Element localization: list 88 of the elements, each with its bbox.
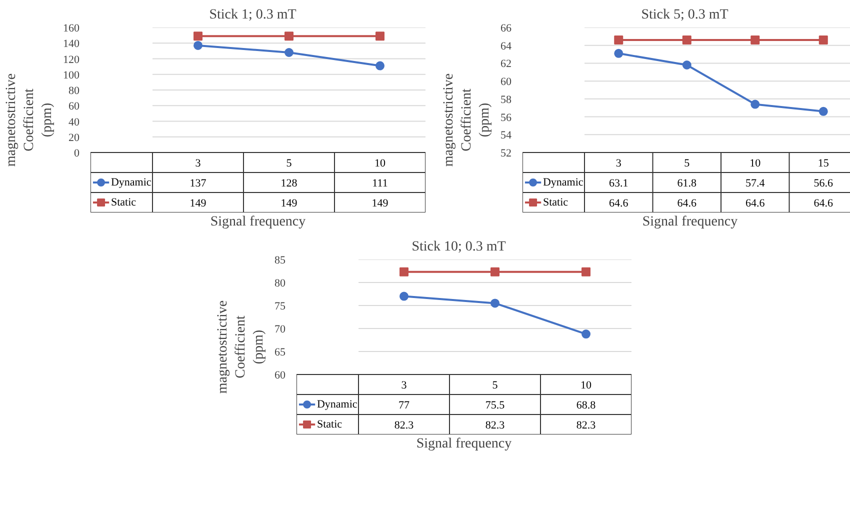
y-tick-label: 60 (274, 370, 286, 382)
y-tick-label: 160 (63, 22, 80, 34)
point (750, 36, 760, 44)
y-tick-label: 65 (274, 346, 286, 358)
data-label: 149 (372, 198, 389, 210)
y-tick-label: 120 (63, 54, 80, 66)
legend-label: Dynamic (316, 398, 358, 410)
point (194, 32, 202, 41)
data-label: 63.1 (609, 178, 628, 190)
point (284, 48, 294, 57)
y-tick-label: 66 (500, 22, 512, 34)
y-tick-label: 56 (500, 112, 512, 124)
data-label: 57.4 (746, 178, 766, 190)
x-tick-label: 5 (286, 158, 292, 170)
data-label: 149 (190, 198, 207, 210)
point (400, 292, 408, 301)
point (582, 267, 590, 276)
chart-title: Stick 10; 0.3 mT (412, 240, 506, 254)
data-label: 64.6 (677, 198, 697, 210)
point (582, 330, 590, 339)
y-tick-label: 80 (274, 278, 286, 290)
point (490, 298, 500, 308)
y-tick-label: 140 (63, 38, 80, 50)
point (284, 32, 294, 41)
x-tick-label: 5 (684, 158, 690, 170)
x-tick-label: 5 (492, 380, 498, 392)
data-label: 82.3 (576, 420, 596, 432)
data-label: 77 (398, 400, 410, 412)
data-label: 56.6 (814, 178, 834, 190)
legend-label: Dynamic (110, 176, 152, 188)
y-tick-label: 0 (74, 148, 80, 160)
y-tick-label: 40 (68, 116, 80, 128)
legend-label: Static (110, 196, 136, 208)
y-tick-label: 80 (68, 85, 80, 97)
legend-label: Static (542, 196, 568, 208)
point (376, 32, 384, 41)
point (682, 60, 692, 70)
x-axis-title: Signal frequency (642, 214, 738, 230)
y-tick-label: 75 (274, 300, 286, 312)
point (614, 36, 624, 44)
x-tick-label: 3 (616, 158, 622, 170)
x-tick-label: 10 (580, 380, 592, 392)
point (194, 40, 202, 50)
y-tick-label: 64 (500, 40, 512, 52)
y-tick-label: 85 (274, 254, 286, 266)
x-axis-title: Signal frequency (210, 214, 306, 230)
point (400, 267, 408, 276)
data-label: 64.6 (746, 198, 766, 210)
data-label: 137 (190, 178, 207, 190)
y-tick-label: 60 (500, 76, 512, 88)
point (750, 100, 760, 109)
data-label: 68.8 (576, 400, 596, 412)
x-tick-label: 3 (195, 158, 202, 170)
y-tick-label: 52 (500, 148, 512, 160)
y-tick-label: 58 (500, 94, 512, 106)
y-tick-label: 60 (68, 100, 80, 113)
data-label: 64.6 (609, 198, 629, 210)
x-tick-label: 10 (374, 158, 386, 170)
y-axis-title: magnetostrictive Coefficient (ppm) (442, 73, 492, 167)
point (376, 61, 384, 70)
y-tick-label: 62 (500, 58, 512, 70)
data-label: 82.3 (394, 420, 414, 432)
point (490, 267, 500, 276)
data-label: 64.6 (814, 198, 834, 210)
data-label: 75.5 (485, 400, 506, 412)
data-label: 128 (280, 178, 298, 190)
y-axis-title: magnetostrictive Coefficient (ppm) (4, 73, 55, 167)
y-tick-label: 54 (500, 130, 512, 142)
point (818, 106, 828, 116)
x-tick-label: 10 (750, 158, 762, 170)
legend-label: Static (316, 418, 342, 430)
y-tick-label: 70 (274, 324, 286, 336)
x-tick-label: 3 (401, 380, 408, 392)
point (818, 36, 828, 44)
x-axis-title: Signal frequency (416, 436, 512, 452)
data-label: 111 (372, 178, 388, 190)
y-tick-label: 100 (63, 69, 80, 82)
y-axis-title: magnetostrictive Coefficient (ppm) (216, 300, 266, 394)
point (614, 48, 624, 58)
chart-title: Stick 1; 0.3 mT (209, 8, 297, 22)
data-label: 82.3 (485, 420, 506, 432)
data-label: 149 (280, 198, 298, 210)
data-label: 61.8 (677, 178, 697, 190)
chart-title: Stick 5; 0.3 mT (641, 8, 729, 22)
point (682, 36, 692, 44)
legend-label: Dynamic (542, 176, 584, 188)
y-tick-label: 20 (68, 132, 80, 144)
x-tick-label: 15 (818, 158, 830, 170)
